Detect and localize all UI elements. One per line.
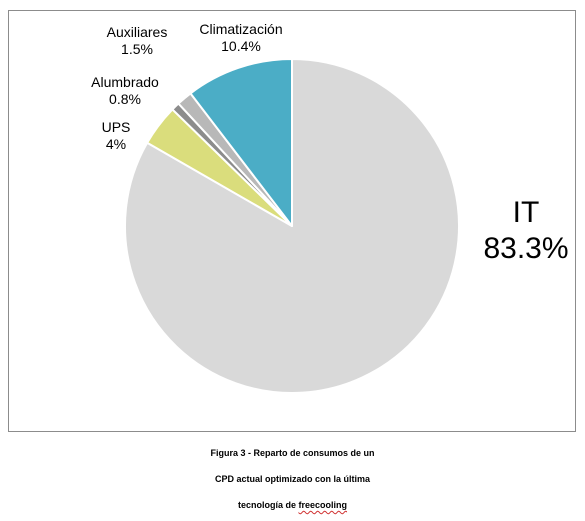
caption-line-1: Figura 3 - Reparto de consumos de un: [210, 448, 375, 458]
slice-value-it: 83.3%: [483, 232, 568, 265]
pie-slice-climatizacion: [189, 58, 293, 227]
slice-value-ups: 4%: [106, 136, 126, 152]
slice-label-it: IT: [513, 196, 540, 229]
caption-line-2: CPD actual optimizado con la última: [214, 474, 371, 484]
slice-value-auxiliares: 1.5%: [121, 41, 153, 57]
caption-line-3-prefix: tecnología de: [237, 500, 299, 510]
figure-caption: Figura 3 - Reparto de consumos de un CPD…: [0, 443, 585, 521]
slice-label-ups: UPS: [102, 119, 131, 135]
slice-label-alumbrado: Alumbrado: [91, 74, 159, 90]
slice-label-climatizacion: Climatización: [199, 21, 282, 37]
caption-line-3-word: freecooling: [298, 500, 348, 510]
slice-value-alumbrado: 0.8%: [109, 91, 141, 107]
slice-value-climatizacion: 10.4%: [221, 38, 261, 54]
slice-label-auxiliares: Auxiliares: [107, 24, 168, 40]
chart-frame: IT 83.3% UPS 4% Alumbrado 0.8% Auxiliares 1.5% C…: [8, 10, 576, 432]
caption-line-3: tecnología de freecooling: [0, 495, 585, 521]
